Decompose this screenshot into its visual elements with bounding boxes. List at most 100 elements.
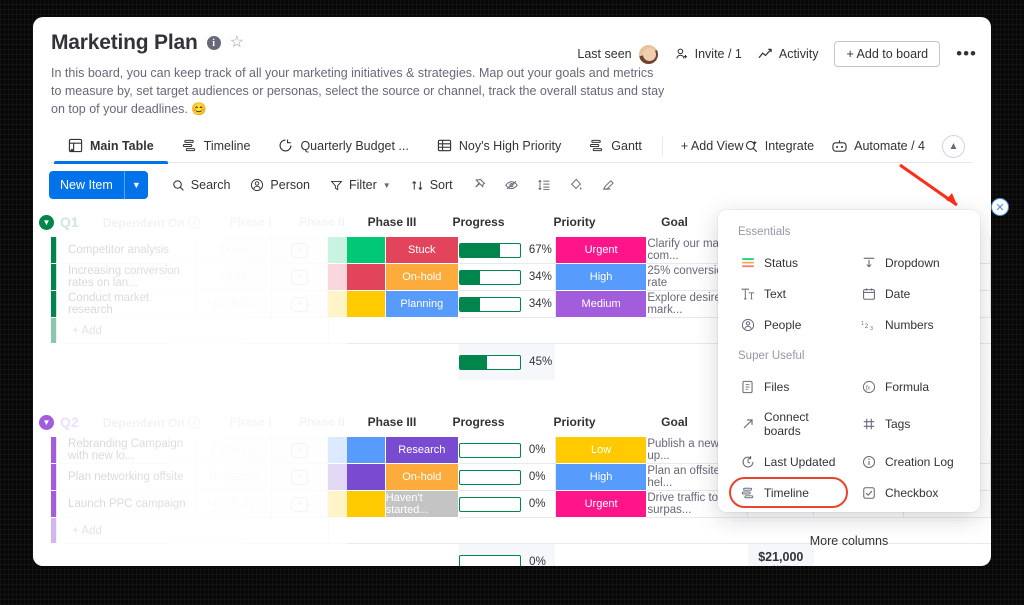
column-type-files[interactable]: Files	[729, 371, 848, 402]
column-header-dependent-on[interactable]: Dependent On ⓘ	[102, 415, 201, 430]
cell-progress[interactable]: 67%	[458, 237, 556, 264]
cell-phase-2[interactable]	[327, 464, 386, 491]
cell-phase-1[interactable]: +	[272, 291, 328, 318]
cell-item-name[interactable]: Launch PPC campaign	[57, 491, 197, 518]
info-icon[interactable]: i	[206, 36, 221, 50]
cell-progress[interactable]: 0%	[458, 437, 556, 464]
column-header-phase-3[interactable]: Phase III	[367, 415, 417, 429]
column-header-phase-1[interactable]: Phase I	[229, 415, 272, 429]
paint-bucket-icon[interactable]	[560, 171, 592, 199]
cell-priority[interactable]: Urgent	[555, 237, 648, 264]
column-header-phase-2[interactable]: Phase II	[299, 415, 345, 429]
column-type-status[interactable]: Status	[729, 247, 848, 278]
search-button[interactable]: Search	[162, 171, 241, 199]
tab-main-table[interactable]: Main Table	[54, 129, 168, 164]
cell-priority[interactable]: Low	[555, 437, 648, 464]
pen-icon[interactable]	[592, 171, 625, 199]
more-options-button[interactable]: •••	[956, 44, 977, 63]
cell-phase-1[interactable]: +	[272, 437, 328, 464]
column-type-checkbox[interactable]: Checkbox	[850, 477, 969, 508]
cell-progress[interactable]: 34%	[458, 291, 556, 318]
column-type-text[interactable]: Text	[729, 278, 848, 309]
cell-phase-1[interactable]: +	[272, 491, 328, 518]
cell-phase-2[interactable]	[327, 291, 386, 318]
cell-phase-2[interactable]	[327, 237, 386, 264]
column-header-phase-2[interactable]: Phase II	[299, 215, 345, 229]
column-header-phase-1[interactable]: Phase I	[229, 215, 272, 229]
cell-dependent-on[interactable]: On-hold	[196, 491, 273, 518]
column-type-tags[interactable]: Tags	[850, 402, 969, 446]
cell-dependent-on[interactable]: Planning	[196, 437, 273, 464]
column-type-people[interactable]: People	[729, 309, 848, 340]
sort-button[interactable]: Sort	[401, 171, 463, 199]
cell-dependent-on[interactable]: Done	[196, 237, 273, 264]
cell-item-name[interactable]: Increasing conversion rates on lan...	[57, 264, 197, 291]
add-update-icon[interactable]: +	[291, 496, 309, 512]
cell-dependent-on[interactable]: Research	[196, 464, 273, 491]
automate-button[interactable]: Automate / 4	[831, 139, 925, 154]
add-update-icon[interactable]: +	[291, 469, 309, 485]
star-icon[interactable]: ☆	[229, 34, 244, 51]
last-seen[interactable]: Last seen	[577, 43, 659, 65]
add-item-label[interactable]: + Add	[57, 318, 330, 344]
chevron-down-icon[interactable]: ▼	[123, 171, 148, 199]
cell-progress[interactable]: 34%	[458, 264, 556, 291]
cell-phase-3[interactable]: On-hold	[385, 264, 459, 291]
cell-phase-3[interactable]: Research	[385, 437, 459, 464]
cell-progress[interactable]: 0%	[458, 491, 556, 518]
cell-item-name[interactable]: Plan networking offsite	[57, 464, 197, 491]
column-type-dropdown[interactable]: Dropdown	[850, 247, 969, 278]
column-type-formula[interactable]: fx Formula	[850, 371, 969, 402]
pin-icon[interactable]	[463, 171, 495, 199]
add-update-icon[interactable]: +	[291, 269, 309, 285]
add-update-icon[interactable]: +	[291, 296, 309, 312]
activity-button[interactable]: Activity	[758, 47, 818, 61]
cell-phase-3[interactable]: Planning	[385, 291, 459, 318]
column-header-goal[interactable]: Goal	[661, 215, 688, 229]
cell-phase-3[interactable]: On-hold	[385, 464, 459, 491]
chevron-down-icon[interactable]: ▼	[382, 180, 391, 190]
cell-item-name[interactable]: Conduct market research	[57, 291, 197, 318]
tab-gantt[interactable]: Gantt	[575, 129, 656, 163]
collapse-group-icon[interactable]: ▼	[39, 214, 54, 230]
cell-item-name[interactable]: Competitor analysis	[57, 237, 197, 264]
column-type-timeline[interactable]: Timeline	[729, 477, 848, 508]
column-header-priority[interactable]: Priority	[553, 415, 596, 429]
column-header-goal[interactable]: Goal	[661, 415, 688, 429]
cell-phase-3[interactable]: Haven't started...	[385, 491, 459, 518]
column-header-dependent-on[interactable]: Dependent On ⓘ	[102, 215, 201, 230]
group-name[interactable]: Q1	[60, 214, 79, 230]
add-update-icon[interactable]: +	[291, 442, 309, 458]
avatar[interactable]	[637, 43, 659, 65]
column-type-last-updated[interactable]: Last Updated	[729, 446, 848, 477]
add-to-board-button[interactable]: + Add to board	[834, 41, 941, 67]
add-view-button[interactable]: + Add View	[680, 138, 744, 153]
new-item-button[interactable]: New Item ▼	[49, 171, 148, 199]
cell-dependent-on[interactable]: Stuck	[196, 264, 273, 291]
cell-phase-1[interactable]: +	[272, 264, 328, 291]
cell-phase-1[interactable]: +	[272, 237, 328, 264]
group-name[interactable]: Q2	[60, 414, 79, 430]
more-columns-button[interactable]: More columns	[809, 534, 889, 548]
add-update-icon[interactable]: +	[291, 242, 309, 258]
cell-phase-1[interactable]: +	[272, 464, 328, 491]
cell-priority[interactable]: Urgent	[555, 491, 648, 518]
eye-off-icon[interactable]	[495, 171, 528, 199]
column-type-connect-boards[interactable]: Connect boards	[729, 402, 848, 446]
column-type-date[interactable]: Date	[850, 278, 969, 309]
cell-item-name[interactable]: Rebranding Campaign with new lo...	[57, 437, 197, 464]
column-header-progress[interactable]: Progress	[452, 415, 505, 429]
cell-priority[interactable]: Medium	[555, 291, 648, 318]
chevron-up-icon[interactable]: ▲	[942, 134, 965, 158]
cell-dependent-on[interactable]: On-hold	[196, 291, 273, 318]
tab-quarterly-budget[interactable]: Quarterly Budget ...	[264, 129, 422, 163]
add-item-label[interactable]: + Add	[57, 518, 330, 544]
cell-phase-3[interactable]: Stuck	[385, 237, 459, 264]
cell-phase-2[interactable]	[327, 264, 386, 291]
invite-button[interactable]: Invite / 1	[675, 47, 742, 61]
cell-priority[interactable]: High	[555, 464, 648, 491]
tab-noys-high-priority[interactable]: Noy's High Priority	[423, 129, 575, 163]
column-header-phase-3[interactable]: Phase III	[367, 215, 417, 229]
cell-progress[interactable]: 0%	[458, 464, 556, 491]
